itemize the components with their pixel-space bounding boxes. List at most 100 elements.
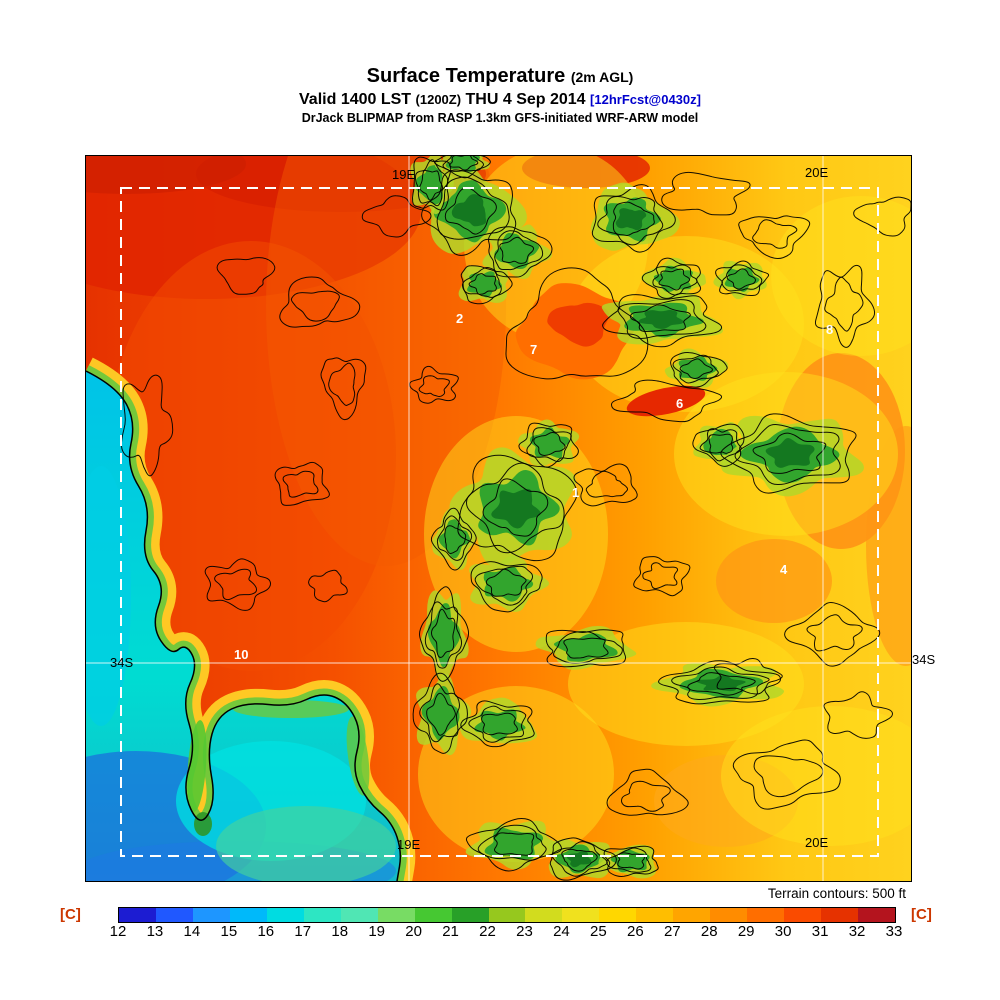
green-core: [615, 208, 647, 231]
contour-line: [436, 515, 473, 561]
contour-line: [642, 562, 679, 590]
colorbar-cell: [266, 908, 304, 922]
bay-north-shore-green: [233, 700, 349, 718]
colorbar-tick: 14: [183, 923, 201, 940]
contour-line: [753, 755, 824, 798]
domain-boundary-dashed: [120, 187, 879, 857]
contour-line: [308, 569, 348, 603]
green-core: [638, 310, 684, 329]
colorbar-cell: [451, 908, 489, 922]
contour-line: [806, 614, 863, 652]
map-grid: [86, 156, 911, 881]
contour-line: [606, 847, 652, 873]
contour-line: [621, 780, 671, 812]
hot-region: [266, 156, 506, 566]
temperature-field-svg: [86, 156, 911, 881]
colorbar: [118, 907, 896, 923]
colorbar-tick: 30: [774, 923, 792, 940]
contour-line: [823, 691, 893, 739]
colorbar-unit-right: [C]: [911, 906, 932, 923]
hot-region: [522, 156, 650, 188]
contour-line: [444, 187, 497, 235]
contour-line: [214, 568, 258, 601]
contour-line: [708, 433, 734, 454]
contour-line: [721, 264, 763, 292]
contour-line: [444, 525, 467, 555]
contour-line: [482, 478, 549, 537]
hot-spot-core: [547, 302, 610, 347]
contour-line: [734, 424, 841, 486]
green-blob: [484, 827, 544, 860]
contour-line: [493, 832, 535, 856]
contour-line: [612, 201, 655, 236]
contour-line: [434, 156, 491, 179]
colorbar-tick: 33: [885, 923, 903, 940]
contour-line: [692, 423, 745, 467]
contour-line: [533, 431, 566, 456]
green-blob: [494, 232, 540, 270]
colorbar-tick: 27: [663, 923, 681, 940]
colorbar-cell: [673, 908, 711, 922]
contour-line: [216, 257, 276, 295]
colorbar-cell: [488, 908, 526, 922]
model-line: DrJack BLIPMAP from RASP 1.3km GFS-initi…: [301, 111, 699, 125]
colorbar-tick-labels: 12 13 14 15 16 17 18 19 20 21 22 23 24 25 26 27 28 29 30 31…: [110, 923, 903, 943]
contour-line: [597, 195, 664, 246]
colorbar-cell: [303, 908, 341, 922]
contour-line: [606, 768, 689, 816]
contour-line: [431, 608, 456, 658]
contour-line: [585, 470, 629, 498]
bay-east-shore-green: [346, 716, 370, 796]
hot-region: [654, 755, 798, 847]
contour-line: [421, 169, 517, 256]
colorbar-tick: 21: [442, 923, 459, 940]
contour-line: [617, 299, 707, 339]
colorbar-tick: 19: [368, 923, 385, 940]
peninsula-tip-green: [194, 812, 212, 836]
contour-line: [679, 358, 713, 379]
contour-line: [633, 556, 691, 597]
green-core: [491, 488, 541, 529]
colorbar-cell: [192, 908, 230, 922]
colorbar-cell: [229, 908, 267, 922]
contour-line: [474, 565, 534, 606]
colorbar-tick: 32: [848, 923, 866, 940]
colorbar-cell: [377, 908, 415, 922]
contour-line: [361, 195, 432, 238]
colorbar-cell: [747, 908, 785, 922]
colorbar-tick: 16: [257, 923, 275, 940]
terrain-contours-note: Terrain contours: 500 ft: [767, 886, 906, 901]
colorbar-cell: [119, 908, 156, 922]
contour-line: [672, 354, 719, 384]
contour-line: [419, 683, 460, 743]
contour-line: [279, 276, 361, 328]
colorbar-tick: 18: [331, 923, 349, 940]
contour-line: [328, 362, 356, 406]
colorbar-tick: 23: [516, 923, 533, 940]
contour-line: [551, 841, 608, 877]
contour-line: [411, 156, 452, 211]
colorbar-cell: [599, 908, 637, 922]
contour-line: [419, 169, 444, 201]
colorbar-tick: 17: [294, 923, 312, 940]
page-title: Surface Temperature (2m AGL): [0, 64, 1000, 89]
contour-line: [477, 824, 547, 861]
contour-line: [610, 379, 723, 423]
contour-line: [561, 848, 598, 872]
contour-line: [824, 276, 864, 332]
contour-line: [726, 268, 757, 290]
contour-line: [549, 837, 617, 881]
contour-line: [494, 230, 544, 271]
colorbar-unit-left: [C]: [60, 906, 81, 923]
contour-line: [412, 672, 468, 754]
colorbar-cell: [710, 908, 748, 922]
contour-line: [320, 357, 367, 421]
green-blob: [421, 685, 460, 741]
contour-line: [424, 601, 463, 669]
title-text: Surface Temperature: [366, 65, 566, 87]
contour-line: [430, 507, 477, 571]
contour-line: [468, 273, 497, 295]
contour-line: [658, 660, 782, 705]
contour-line: [481, 712, 518, 736]
contour-line: [752, 219, 798, 249]
